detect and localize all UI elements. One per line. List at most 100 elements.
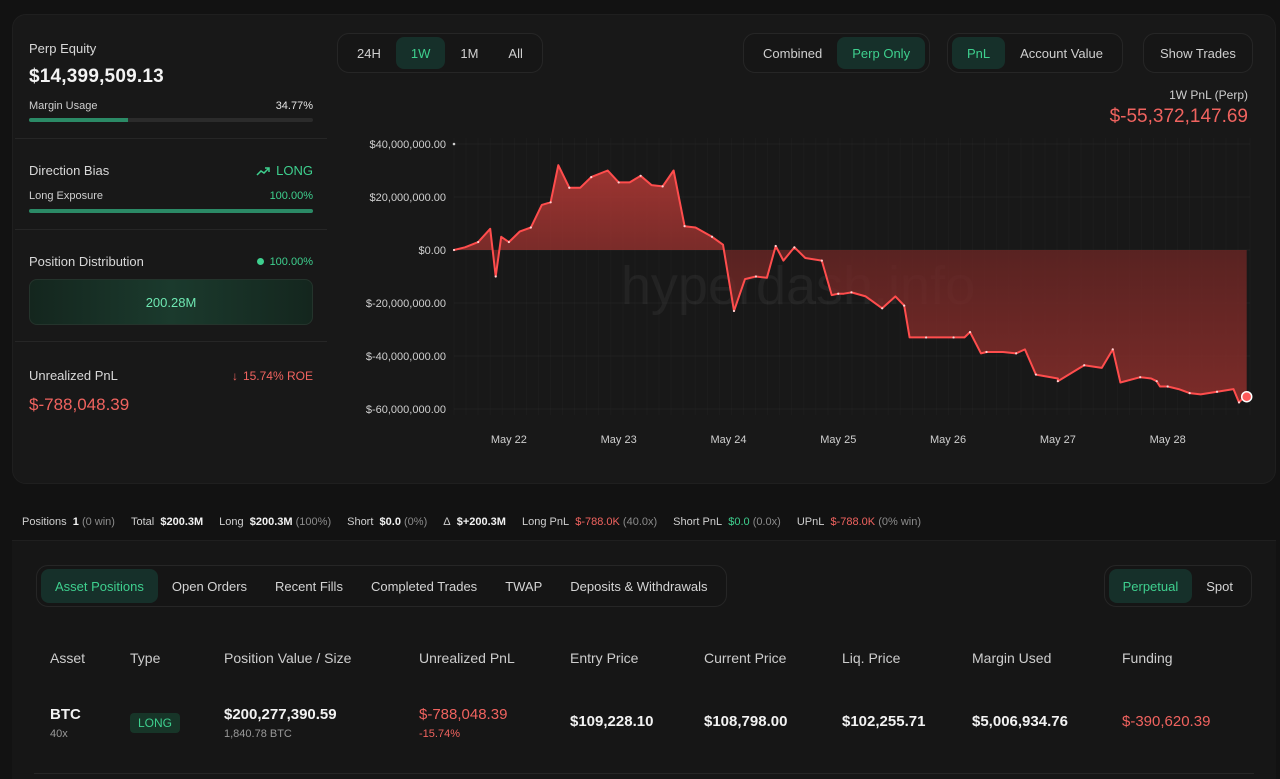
upnl-note: (0% win) [878, 516, 921, 528]
tab-twap[interactable]: TWAP [505, 578, 543, 594]
divider [15, 229, 327, 230]
perp-equity-value: $14,399,509.13 [29, 66, 164, 87]
green-dot-icon [256, 258, 264, 265]
long-pnl-value: $-788.0K [575, 516, 620, 528]
summary-panel: Perp Equity $14,399,509.13 Margin Usage … [15, 41, 327, 415]
long-label: Long [219, 516, 244, 528]
long-exposure-value: 100.00% [269, 190, 313, 202]
col-header-margin-used[interactable]: Margin Used [972, 650, 1052, 666]
positions-value: 1 [72, 516, 79, 528]
market-toggle: Perpetual Spot [1103, 565, 1252, 607]
position-distribution-value: 100.00% [269, 255, 313, 268]
unrealized-pnl-value: $-788,048.39 [29, 395, 130, 414]
row-funding: $-390,620.39 [1122, 713, 1211, 730]
market-tab-spot[interactable]: Spot [1206, 578, 1233, 594]
margin-usage-value: 34.77% [275, 100, 313, 112]
margin-usage-bar-fill [29, 118, 128, 122]
row-asset[interactable]: BTC [50, 706, 81, 723]
delta-value: $+200.3M [456, 516, 506, 528]
short-value: $0.0 [379, 516, 401, 528]
col-header-type[interactable]: Type [130, 650, 161, 666]
direction-bias-label: Direction Bias [29, 163, 110, 178]
trending-up-icon [256, 166, 270, 176]
short-pnl-note: (0.0x) [752, 516, 781, 528]
portfolio-card: Perp Equity $14,399,509.13 Margin Usage … [12, 14, 1276, 484]
unrealized-pnl-roe: 15.74% ROE [242, 368, 313, 383]
tab-deposits-withdrawals[interactable]: Deposits & Withdrawals [570, 578, 708, 594]
row-liq-price: $102,255.71 [842, 713, 926, 730]
market-tab-perpetual[interactable]: Perpetual [1108, 569, 1193, 603]
long-value: $200.3M [249, 516, 293, 528]
row-unrealized-pnl-pct: -15.74% [419, 728, 460, 740]
row-leverage: 40x [50, 728, 68, 740]
position-distribution-bar[interactable]: 200.28M [29, 279, 313, 325]
metric-tab-pnl[interactable]: PnL [952, 37, 1006, 69]
upnl-value: $-788.0K [830, 516, 876, 528]
long-pnl-note: (40.0x) [622, 516, 658, 528]
col-header-asset[interactable]: Asset [50, 650, 86, 666]
short-pnl-value: $0.0 [728, 516, 750, 528]
direction-bias-value: LONG [276, 163, 313, 178]
short-note: (0%) [404, 516, 428, 528]
short-pnl-label: Short PnL [673, 516, 723, 528]
long-exposure-bar [29, 209, 313, 213]
perp-equity-label: Perp Equity [29, 41, 97, 56]
range-tab-1m[interactable]: 1M [460, 45, 479, 61]
positions-label: Positions [22, 516, 67, 528]
col-header-funding[interactable]: Funding [1122, 650, 1173, 666]
mode-tab-combined[interactable]: Combined [763, 45, 823, 61]
tab-completed-trades[interactable]: Completed Trades [370, 578, 478, 594]
long-exposure-label: Long Exposure [29, 190, 103, 202]
divider [15, 341, 327, 342]
row-position-value: $200,277,390.59 [224, 706, 337, 723]
position-stats-bar: Positions 1 (0 win) Total $200.3M Long $… [22, 516, 937, 528]
tab-asset-positions[interactable]: Asset Positions [41, 569, 158, 603]
positions-note: (0 win) [81, 516, 115, 528]
direction-bias-badge: LONG [256, 163, 313, 178]
pnl-period-title: 1W PnL (Perp) [1169, 88, 1248, 102]
positions-card: Asset Positions Open Orders Recent Fills Co… [12, 540, 1276, 779]
show-trades-control: Show Trades [1143, 33, 1253, 73]
row-entry-price: $109,228.10 [570, 713, 654, 730]
row-margin-used: $5,006,934.76 [972, 713, 1068, 730]
tab-open-orders[interactable]: Open Orders [171, 578, 248, 594]
unrealized-pnl-roe-badge: ↓ 15.74% ROE [232, 369, 313, 383]
metric-selector: PnL Account Value [947, 33, 1124, 73]
col-header-liq-price[interactable]: Liq. Price [842, 650, 901, 666]
range-tab-1w[interactable]: 1W [395, 37, 446, 69]
positions-tabbar: Asset Positions Open Orders Recent Fills Co… [36, 565, 727, 607]
delta-label: Δ [443, 516, 451, 528]
show-trades-button[interactable]: Show Trades [1160, 45, 1236, 61]
long-pnl-label: Long PnL [521, 516, 570, 528]
position-distribution-amount: 200.28M [145, 294, 197, 310]
col-header-unrealized-pnl[interactable]: Unrealized PnL [419, 650, 515, 666]
total-value: $200.3M [160, 516, 204, 528]
long-exposure-bar-fill [29, 209, 313, 213]
mode-selector: Combined Perp Only [743, 33, 931, 73]
row-current-price: $108,798.00 [704, 713, 788, 730]
type-badge: LONG [130, 713, 181, 733]
long-note: (100%) [295, 516, 332, 528]
total-label: Total [130, 516, 155, 528]
upnl-label: UPnL [796, 516, 825, 528]
unrealized-pnl-label: Unrealized PnL [29, 368, 118, 383]
mode-tab-perp-only[interactable]: Perp Only [837, 37, 926, 69]
range-tab-all[interactable]: All [508, 45, 523, 61]
position-distribution-label: Position Distribution [29, 254, 144, 269]
row-unrealized-pnl: $-788,048.39 [419, 706, 508, 723]
position-distribution-badge: 100.00% [256, 255, 313, 268]
metric-tab-account-value[interactable]: Account Value [1020, 45, 1104, 61]
row-divider [34, 773, 1254, 774]
range-selector: 24H 1W 1M All [337, 33, 543, 73]
margin-usage-label: Margin Usage [29, 100, 98, 112]
range-tab-24h[interactable]: 24H [357, 45, 381, 61]
pnl-period-value: $-55,372,147.69 [1109, 106, 1248, 127]
short-label: Short [347, 516, 374, 528]
tab-recent-fills[interactable]: Recent Fills [275, 578, 343, 594]
arrow-down-icon: ↓ [231, 368, 238, 383]
col-header-position-value[interactable]: Position Value / Size [224, 650, 352, 666]
margin-usage-bar [29, 118, 313, 122]
col-header-current-price[interactable]: Current Price [704, 650, 787, 666]
divider [15, 138, 327, 139]
col-header-entry-price[interactable]: Entry Price [570, 650, 639, 666]
